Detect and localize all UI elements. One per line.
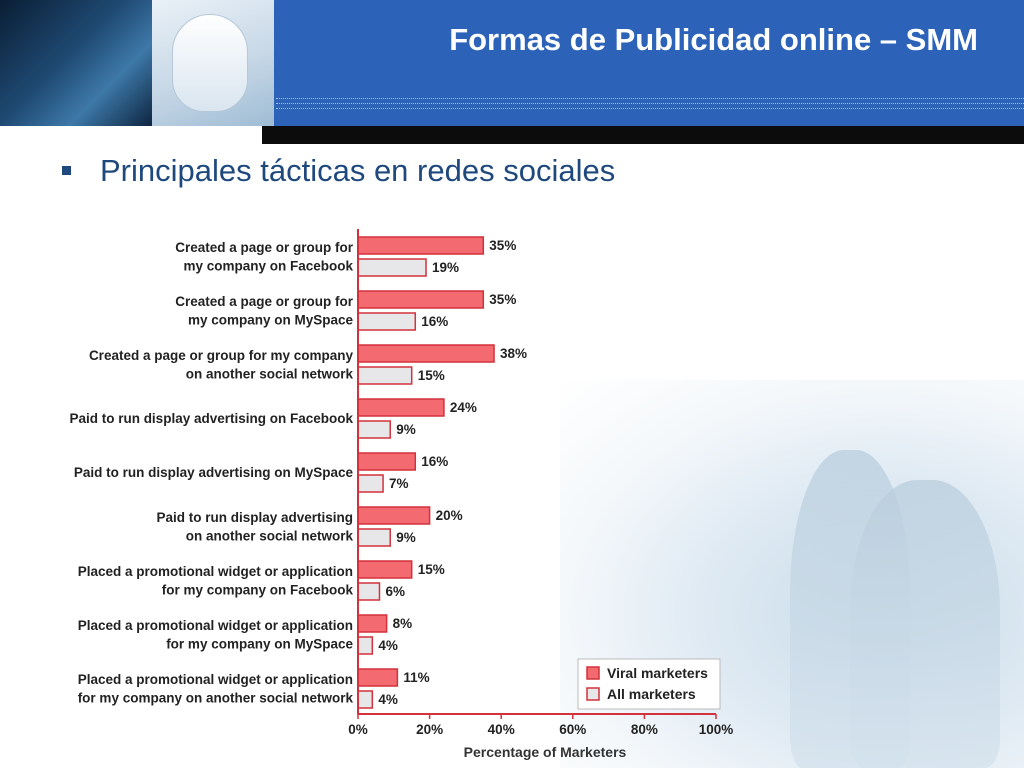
legend-box	[577, 658, 721, 710]
background-person	[850, 480, 1000, 768]
category-label: Paid to run display advertising on MySpa…	[74, 465, 354, 480]
data-label: 16%	[421, 314, 448, 329]
category-label: Placed a promotional widget or applicati…	[78, 564, 353, 579]
bar-viral-marketers	[357, 560, 413, 579]
bar-all-marketers	[357, 690, 374, 709]
category-label: Created a page or group for	[175, 240, 354, 255]
data-label: 15%	[418, 562, 445, 577]
data-label: 16%	[421, 454, 448, 469]
slide-header: Formas de Publicidad online – SMM	[0, 0, 1024, 126]
x-tick-label: 20%	[416, 722, 443, 737]
bar-viral-marketers	[357, 614, 388, 633]
bullet-square-icon	[62, 166, 71, 175]
x-axis-label: Percentage of Marketers	[464, 744, 627, 760]
category-label: on another social network	[186, 528, 354, 543]
category-label: Created a page or group for my company	[89, 348, 354, 363]
data-label: 15%	[418, 368, 445, 383]
header-divider	[276, 98, 1024, 99]
data-label: 8%	[393, 616, 413, 631]
bar-viral-marketers	[357, 452, 417, 471]
bar-viral-marketers	[357, 668, 399, 687]
bar-all-marketers	[357, 474, 384, 493]
category-label: for my company on another social network	[78, 690, 354, 705]
legend-entry: All marketers	[607, 686, 696, 702]
data-label: 9%	[396, 530, 416, 545]
bar-all-marketers	[357, 636, 374, 655]
category-label: Created a page or group for	[175, 294, 354, 309]
bar-all-marketers	[357, 366, 413, 385]
x-tick-label: 0%	[348, 722, 368, 737]
data-label: 35%	[489, 292, 516, 307]
category-label: my company on MySpace	[188, 312, 354, 327]
bar-all-marketers	[357, 312, 417, 331]
header-bottom-bar	[262, 126, 1024, 144]
bar-viral-marketers	[357, 344, 495, 363]
slide-title: Formas de Publicidad online – SMM	[449, 22, 978, 57]
legend-swatch	[586, 666, 600, 680]
header-divider	[276, 103, 1024, 104]
x-tick-label: 80%	[631, 722, 658, 737]
bar-viral-marketers	[357, 290, 485, 309]
data-label: 7%	[389, 476, 409, 491]
x-tick-label: 100%	[699, 722, 734, 737]
data-label: 35%	[489, 238, 516, 253]
category-label: Placed a promotional widget or applicati…	[78, 618, 353, 633]
data-label: 11%	[403, 670, 429, 685]
bar-viral-marketers	[357, 398, 445, 417]
mouse-icon	[172, 14, 248, 112]
bar-viral-marketers	[357, 236, 485, 255]
bar-viral-marketers	[357, 506, 431, 525]
data-label: 6%	[385, 584, 405, 599]
data-label: 20%	[436, 508, 463, 523]
data-label: 9%	[396, 422, 416, 437]
legend-entry: Viral marketers	[607, 665, 708, 681]
data-label: 19%	[432, 260, 459, 275]
data-label: 24%	[450, 400, 477, 415]
category-label: for my company on MySpace	[166, 636, 353, 651]
header-divider	[276, 108, 1024, 109]
category-label: Paid to run display advertising on Faceb…	[69, 411, 353, 426]
category-label: my company on Facebook	[183, 258, 353, 273]
bar-all-marketers	[357, 420, 391, 439]
category-label: Placed a promotional widget or applicati…	[78, 672, 353, 687]
bar-all-marketers	[357, 582, 381, 601]
bullet-text: Principales tácticas en redes sociales	[100, 153, 616, 188]
legend-swatch	[586, 687, 600, 701]
bar-all-marketers	[357, 528, 391, 547]
header-photo-person	[0, 0, 152, 126]
data-label: 4%	[378, 638, 398, 653]
bar-all-marketers	[357, 258, 427, 277]
x-tick-label: 60%	[559, 722, 586, 737]
x-tick-label: 40%	[488, 722, 515, 737]
category-label: for my company on Facebook	[162, 582, 354, 597]
data-label: 4%	[378, 692, 398, 707]
category-label: on another social network	[186, 366, 354, 381]
data-label: 38%	[500, 346, 527, 361]
category-label: Paid to run display advertising	[156, 510, 353, 525]
